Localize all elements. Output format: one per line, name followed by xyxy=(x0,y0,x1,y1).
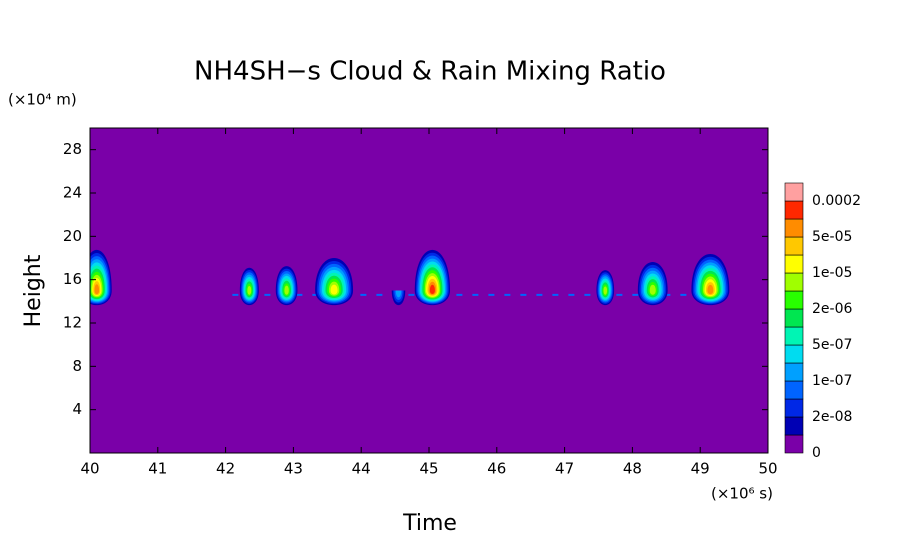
colorbar-box xyxy=(784,380,804,400)
y-tick-label: 28 xyxy=(63,140,82,158)
x-tick-label: 49 xyxy=(691,460,710,478)
y-tick-label: 20 xyxy=(63,227,82,245)
cloud-contour xyxy=(94,284,100,295)
cloud-contour xyxy=(330,284,338,295)
x-axis-title: Time xyxy=(402,511,457,536)
colorbar-label: 5e-07 xyxy=(812,337,852,353)
colorbar-box xyxy=(784,434,804,454)
y-tick-label: 8 xyxy=(72,357,82,375)
cloud-contour xyxy=(649,284,656,295)
colorbar-label: 5e-05 xyxy=(812,229,852,245)
chart-title: NH4SH−s Cloud & Rain Mixing Ratio xyxy=(194,57,666,87)
colorbar-box xyxy=(784,416,804,436)
x-tick-label: 50 xyxy=(758,460,777,478)
x-tick-label: 43 xyxy=(284,460,303,478)
colorbar-label: 0 xyxy=(812,445,821,461)
colorbar-label: 1e-07 xyxy=(812,373,852,389)
colorbar-label: 1e-05 xyxy=(812,265,852,281)
cloud-contour xyxy=(707,284,714,295)
y-tick-label: 4 xyxy=(72,400,82,418)
cloud-contour xyxy=(603,286,608,295)
colorbar-label: 2e-06 xyxy=(812,301,852,317)
x-tick-label: 47 xyxy=(555,460,574,478)
y-tick-label: 12 xyxy=(63,314,82,332)
cloud-contour xyxy=(395,290,402,298)
colorbar-box xyxy=(784,272,804,292)
colorbar-box xyxy=(784,362,804,382)
cloud-contour xyxy=(247,285,252,295)
x-tick-label: 40 xyxy=(80,460,99,478)
colorbar-label: 2e-08 xyxy=(812,409,852,425)
colorbar-box xyxy=(784,398,804,418)
colorbar-box xyxy=(784,218,804,238)
x-tick-label: 48 xyxy=(623,460,642,478)
x-tick-label: 42 xyxy=(216,460,235,478)
y-unit: (×10⁴ m) xyxy=(8,91,77,109)
colorbar-box xyxy=(784,254,804,274)
contour-field xyxy=(90,249,730,306)
colorbar-box xyxy=(784,326,804,346)
colorbar-box xyxy=(784,308,804,328)
y-tick-label: 16 xyxy=(63,270,82,288)
y-tick-label: 24 xyxy=(63,184,82,202)
colorbar-box xyxy=(784,290,804,310)
cloud-contour xyxy=(284,285,289,295)
x-tick-label: 44 xyxy=(352,460,371,478)
x-unit: (×10⁶ s) xyxy=(711,485,773,503)
x-tick-label: 46 xyxy=(487,460,506,478)
colorbar-label: 0.0002 xyxy=(812,193,861,209)
x-tick-label: 41 xyxy=(148,460,167,478)
colorbar-box xyxy=(784,236,804,256)
colorbar-box xyxy=(784,182,804,202)
y-axis-title: Height xyxy=(21,254,46,327)
colorbar-box xyxy=(784,200,804,220)
colorbar-box xyxy=(784,344,804,364)
x-tick-label: 45 xyxy=(419,460,438,478)
cloud-contour xyxy=(429,284,435,294)
